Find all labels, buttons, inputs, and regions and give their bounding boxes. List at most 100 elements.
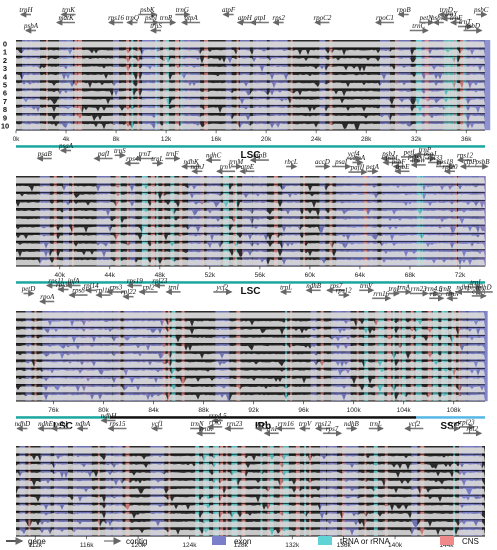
gene-label: trnN: [446, 290, 459, 298]
tick-label: 44k: [105, 272, 116, 279]
region-bar: [16, 281, 485, 284]
identity-trace: [16, 521, 485, 528]
identity-trace: [16, 361, 485, 368]
cns-column: [453, 40, 457, 131]
tick-label: 16k: [211, 136, 222, 143]
tick-label: 96k: [298, 407, 309, 414]
gene-label: psbB: [474, 158, 490, 166]
gene-label: rpl23: [152, 277, 168, 285]
region-label: IRb: [255, 421, 271, 432]
tick-label: 68k: [405, 272, 416, 279]
gene-label: rpoA: [40, 293, 55, 301]
identity-trace: [16, 90, 485, 97]
cns-column: [267, 446, 270, 537]
gene-label: trnL: [151, 155, 163, 163]
identity-trace: [16, 378, 485, 385]
tick-label: 0k: [13, 136, 21, 143]
tick-label: 36k: [461, 136, 472, 143]
tick-label: 84k: [148, 407, 159, 414]
tick-label: 52k: [205, 272, 216, 279]
gene-label: trnT: [459, 18, 472, 26]
identity-trace: [16, 218, 485, 225]
identity-trace: [16, 345, 485, 352]
identity-trace: [16, 177, 485, 184]
gene-label: rps16: [108, 14, 124, 22]
row-number: 8: [3, 105, 7, 114]
identity-trace: [16, 98, 485, 106]
gene-label: ndhC: [206, 152, 222, 160]
identity-trace: [16, 447, 485, 454]
identity-trace: [16, 49, 485, 56]
tick-label: 80k: [98, 407, 109, 414]
tick-label: 20k: [261, 136, 272, 143]
identity-trace: [16, 107, 485, 114]
gene-label: trnI: [266, 425, 277, 433]
identity-trace: [16, 455, 485, 462]
tick-label: 140k: [388, 542, 403, 549]
tick-label: 24k: [311, 136, 322, 143]
gene-label: ycf1: [151, 420, 164, 428]
identity-trace: [16, 115, 485, 122]
gene-label: trnL: [470, 279, 482, 287]
gene-label: trnL: [370, 420, 382, 428]
gene-label: trnW: [412, 156, 427, 164]
gene-label: rpl23: [459, 418, 475, 426]
gene-label: rps11: [48, 277, 63, 285]
gene-label: psaJ: [423, 150, 438, 158]
gene-label: trnV: [299, 420, 312, 428]
gene-label: trnA: [255, 420, 268, 428]
gene-label: rrn16: [373, 290, 389, 298]
tick-label: 128k: [234, 542, 249, 549]
gene-label: trnH: [19, 6, 33, 14]
gene-label: psaB: [37, 150, 53, 158]
gene-label: rps2: [272, 14, 285, 22]
gene-label: matK: [58, 14, 74, 22]
gene-label: rpl22: [121, 288, 137, 296]
gene-label: petA: [365, 163, 380, 171]
gene-label: atpB: [253, 152, 267, 160]
gene-label: atpE: [241, 163, 255, 171]
identity-trace: [16, 488, 485, 495]
gene-label: rrn5: [209, 418, 222, 426]
tick-label: 136k: [337, 542, 352, 549]
gene-label: rpl2: [143, 283, 155, 291]
identity-trace: [16, 41, 485, 48]
gene-label: trnI: [449, 420, 460, 428]
gene-label: trnQ: [126, 14, 139, 22]
row-number: 10: [1, 122, 9, 131]
identity-trace: [16, 82, 485, 89]
gene-label: trnK: [62, 6, 75, 14]
gene-label: trnR: [160, 14, 173, 22]
gene-label: rpl16: [96, 287, 112, 295]
identity-trace: [16, 259, 485, 266]
identity-trace: [16, 480, 485, 487]
tick-label: 4k: [63, 136, 71, 143]
gene-label: psaI: [334, 158, 348, 166]
gene-label: rbcL: [285, 158, 298, 166]
tick-label: 116k: [80, 542, 94, 549]
tick-label: 104k: [397, 407, 412, 414]
tick-label: 92k: [248, 407, 259, 414]
cns-legend-swatch: [440, 536, 454, 545]
gene-label: trnD: [440, 6, 453, 14]
identity-trace: [16, 193, 485, 200]
region-label: SSC: [440, 421, 461, 432]
gene-label: psbC: [473, 6, 489, 14]
gene-label: rpoB: [397, 6, 412, 14]
gene-label: psbJ: [381, 150, 396, 158]
row-number: 2: [3, 56, 7, 65]
exon-legend-swatch: [212, 536, 226, 545]
tick-label: 48k: [155, 272, 166, 279]
gene-label: rpl2: [466, 425, 478, 433]
gene-label: psbE: [394, 163, 410, 171]
gene-label: rps12: [457, 152, 473, 160]
identity-trace: [16, 472, 485, 479]
tick-label: 60k: [305, 272, 316, 279]
gene-label: ndhI: [55, 420, 69, 428]
tick-label: 132k: [285, 542, 300, 549]
gene-label: atpH: [238, 14, 253, 22]
legend-label: exon: [234, 537, 251, 546]
